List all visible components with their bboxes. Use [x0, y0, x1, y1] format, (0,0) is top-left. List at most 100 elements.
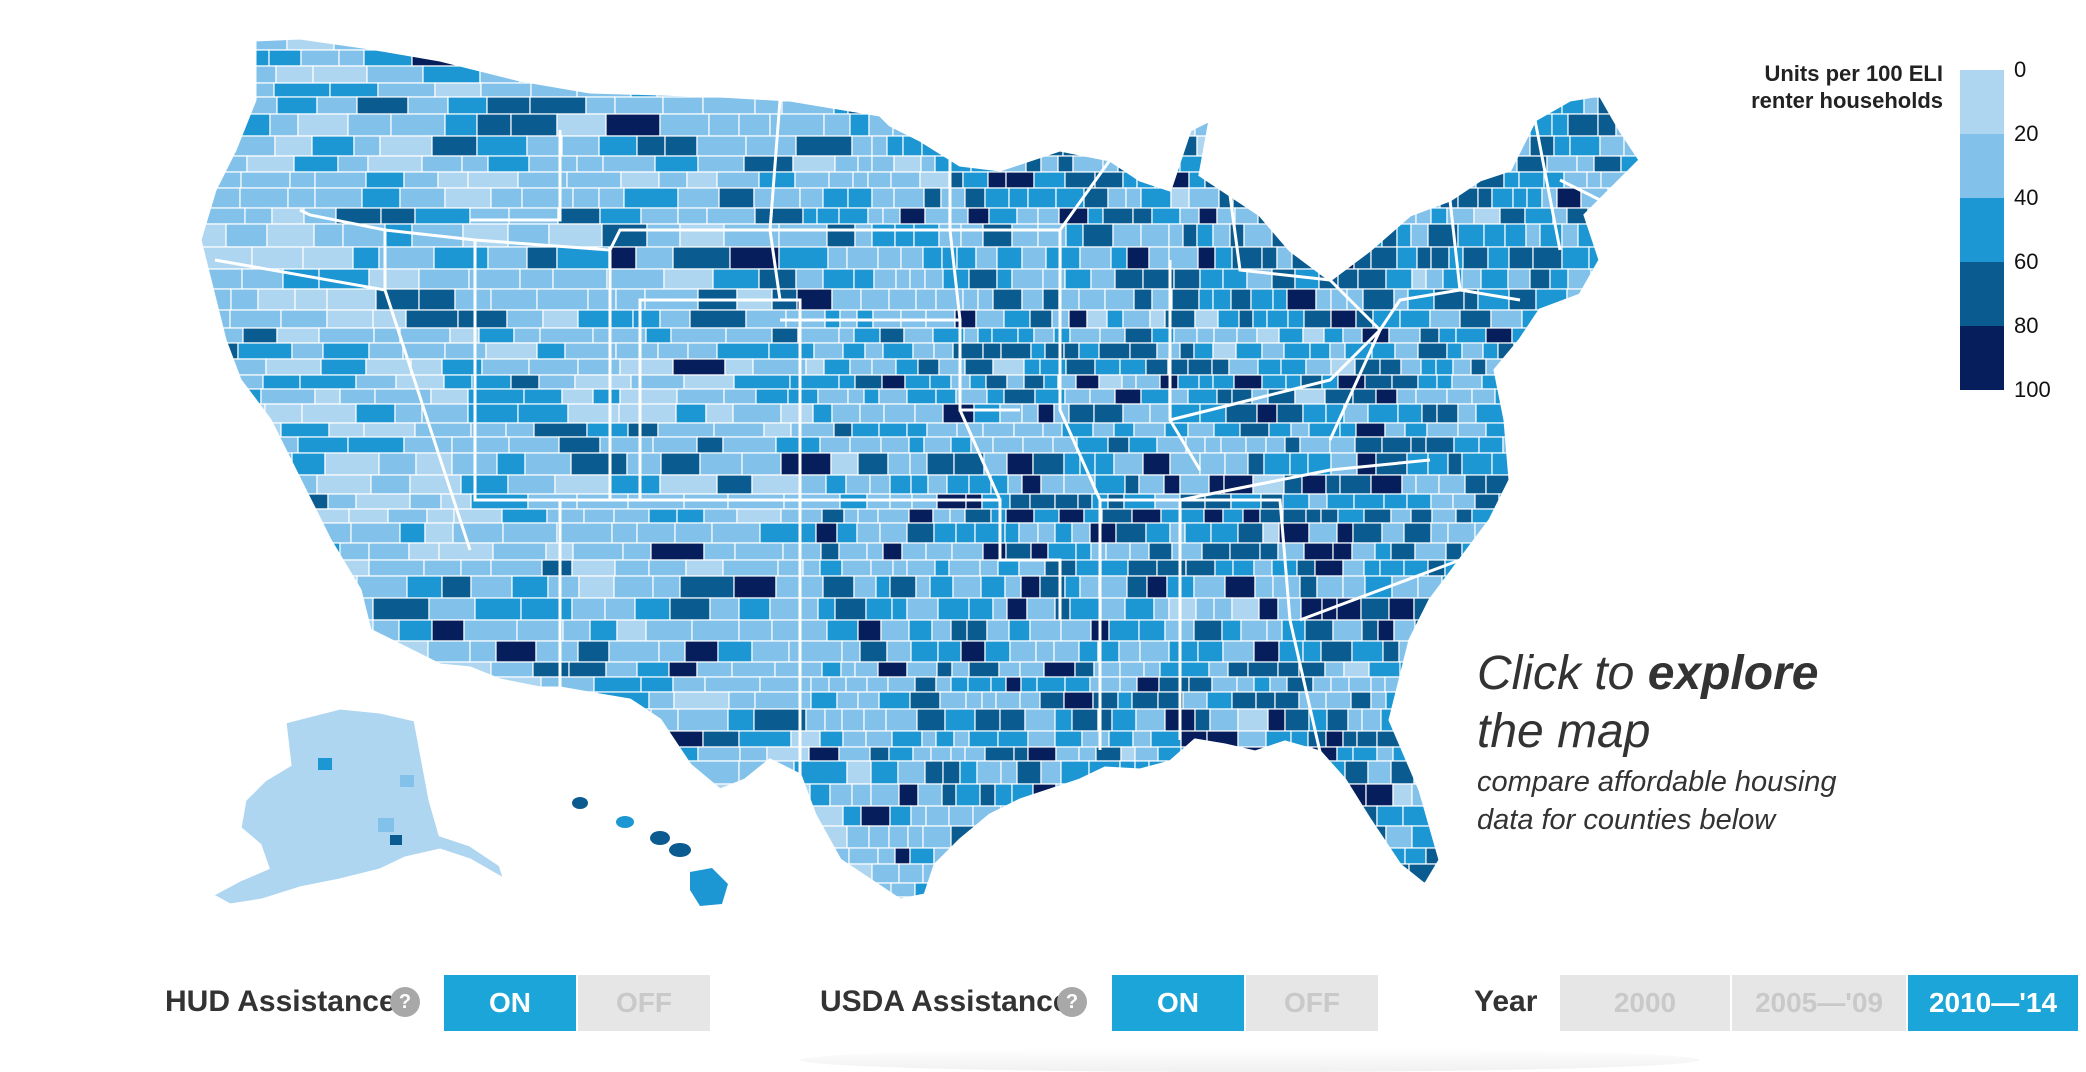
county[interactable] — [995, 691, 1021, 710]
county[interactable] — [1551, 493, 1568, 510]
county[interactable] — [612, 882, 658, 898]
county[interactable] — [1316, 246, 1338, 270]
county[interactable] — [1242, 508, 1261, 524]
county[interactable] — [510, 113, 558, 137]
county[interactable] — [1605, 403, 1638, 424]
county[interactable] — [1064, 388, 1091, 405]
county[interactable] — [1006, 113, 1030, 137]
county[interactable] — [1583, 96, 1599, 115]
county[interactable] — [454, 288, 492, 311]
county[interactable] — [702, 730, 740, 748]
county[interactable] — [1508, 542, 1527, 561]
county[interactable] — [269, 113, 299, 137]
county[interactable] — [823, 358, 851, 376]
county[interactable] — [1018, 522, 1039, 544]
county[interactable] — [367, 155, 423, 173]
county[interactable] — [1557, 403, 1578, 424]
county[interactable] — [845, 676, 868, 693]
county[interactable] — [955, 783, 981, 807]
county[interactable] — [1281, 882, 1306, 898]
county[interactable] — [1600, 327, 1631, 344]
county[interactable] — [1578, 882, 1596, 898]
county[interactable] — [447, 96, 488, 115]
county[interactable] — [1077, 493, 1093, 510]
county[interactable] — [579, 760, 621, 785]
county[interactable] — [1129, 342, 1158, 360]
county[interactable] — [1561, 246, 1590, 270]
county[interactable] — [1020, 49, 1042, 67]
county[interactable] — [843, 508, 859, 524]
county[interactable] — [1503, 171, 1520, 189]
county[interactable] — [1248, 49, 1274, 67]
county[interactable] — [1022, 96, 1043, 115]
county[interactable] — [1184, 522, 1212, 544]
county[interactable] — [723, 388, 757, 405]
county[interactable] — [677, 708, 729, 732]
county[interactable] — [916, 708, 946, 732]
county[interactable] — [1021, 474, 1042, 495]
county[interactable] — [426, 746, 454, 762]
county[interactable] — [1076, 436, 1109, 454]
county[interactable] — [1477, 288, 1510, 311]
county[interactable] — [501, 508, 548, 524]
county[interactable] — [626, 452, 662, 476]
county[interactable] — [917, 358, 940, 376]
county[interactable] — [994, 783, 1013, 807]
county[interactable] — [1140, 223, 1170, 248]
county[interactable] — [1122, 403, 1151, 424]
county[interactable] — [352, 246, 380, 270]
county[interactable] — [1081, 805, 1112, 827]
county[interactable] — [1047, 542, 1077, 561]
county[interactable] — [1098, 65, 1120, 84]
county[interactable] — [802, 559, 821, 577]
county[interactable] — [310, 640, 347, 663]
county[interactable] — [677, 207, 708, 225]
county[interactable] — [474, 30, 507, 51]
county[interactable] — [736, 508, 782, 524]
county[interactable] — [505, 422, 535, 438]
county[interactable] — [849, 113, 870, 137]
county[interactable] — [967, 676, 992, 693]
county[interactable] — [1416, 896, 1435, 915]
county[interactable] — [415, 452, 453, 476]
county[interactable] — [805, 708, 826, 732]
county[interactable] — [1040, 49, 1066, 67]
county[interactable] — [931, 619, 952, 642]
county[interactable] — [1499, 207, 1526, 225]
county[interactable] — [1435, 863, 1461, 884]
county[interactable] — [1500, 508, 1518, 524]
county[interactable] — [992, 436, 1024, 454]
county[interactable] — [966, 863, 991, 884]
county[interactable] — [1566, 575, 1593, 599]
county[interactable] — [1462, 619, 1494, 642]
county[interactable] — [1487, 246, 1510, 270]
county[interactable] — [1636, 403, 1653, 424]
county[interactable] — [1278, 760, 1305, 785]
county[interactable] — [1410, 746, 1431, 762]
county[interactable] — [1003, 309, 1031, 329]
county[interactable] — [1169, 522, 1186, 544]
county[interactable] — [1193, 825, 1223, 849]
county[interactable] — [1221, 825, 1248, 849]
county[interactable] — [495, 640, 537, 663]
county[interactable] — [1452, 493, 1476, 510]
county[interactable] — [1561, 619, 1584, 642]
county[interactable] — [1469, 575, 1489, 599]
county[interactable] — [1642, 375, 1660, 389]
county[interactable] — [314, 171, 367, 189]
county[interactable] — [1299, 207, 1321, 225]
county[interactable] — [1263, 452, 1291, 476]
county[interactable] — [240, 436, 299, 454]
county[interactable] — [608, 246, 637, 270]
county[interactable] — [1490, 49, 1516, 67]
county[interactable] — [1262, 882, 1283, 898]
county[interactable] — [515, 730, 572, 748]
county[interactable] — [1122, 49, 1150, 67]
county[interactable] — [1131, 691, 1159, 710]
county[interactable] — [1381, 49, 1401, 67]
county[interactable] — [1427, 452, 1449, 476]
county[interactable] — [395, 374, 445, 390]
county[interactable] — [1430, 805, 1461, 827]
county[interactable] — [1400, 358, 1422, 376]
county[interactable] — [1385, 825, 1413, 849]
